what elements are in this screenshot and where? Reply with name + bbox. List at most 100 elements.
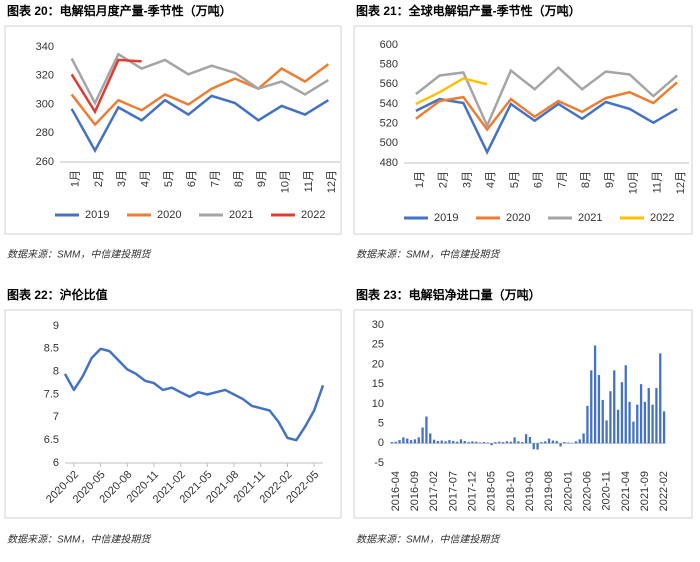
series-line <box>415 81 678 132</box>
bar <box>620 382 624 444</box>
x-tick-label: 2021-09 <box>639 471 651 511</box>
legend-label: 2020 <box>506 212 530 224</box>
y-tick-label: 540 <box>380 98 398 110</box>
chart-title: 图表 23：电解铝净进口量（万吨） <box>356 287 541 302</box>
bar <box>574 441 578 444</box>
bar <box>613 370 616 444</box>
bar <box>478 442 482 444</box>
x-tick-label: 2018-05 <box>486 471 498 511</box>
x-tick-label: 5月 <box>509 171 521 188</box>
x-tick-label: 2020-11 <box>601 471 613 511</box>
bar <box>444 441 447 444</box>
x-tick-label: 2020-06 <box>581 471 593 511</box>
y-tick-label: 8 <box>53 366 59 378</box>
x-tick-label: 2月 <box>438 171 450 188</box>
bar <box>394 441 397 444</box>
bar <box>659 353 662 444</box>
bar <box>482 442 486 444</box>
y-tick-label: 500 <box>380 137 398 149</box>
bar <box>505 441 509 444</box>
y-tick-label: 5 <box>378 417 384 429</box>
bar <box>402 437 405 444</box>
bar <box>578 439 581 444</box>
x-tick-label: 7月 <box>210 170 222 187</box>
x-tick-label: 3月 <box>116 170 128 187</box>
panel-frame <box>353 309 693 519</box>
panel-frame <box>4 25 342 235</box>
x-tick-label: 2017-07 <box>447 471 459 511</box>
panel-frame <box>353 25 693 235</box>
y-tick-label: 560 <box>380 78 398 90</box>
y-tick-label: 7.5 <box>44 388 59 400</box>
x-tick-label: 1月 <box>414 171 426 188</box>
x-tick-label: 2016-04 <box>390 471 402 511</box>
bar <box>567 442 570 444</box>
bar <box>409 440 413 444</box>
x-tick-label: 6月 <box>533 171 545 188</box>
x-tick-label: 4月 <box>485 171 497 188</box>
x-tick-label: 8月 <box>233 170 245 187</box>
bar <box>475 441 478 444</box>
y-tick-label: 340 <box>36 41 54 53</box>
x-tick-label: 2022-02 <box>658 471 670 511</box>
bar <box>498 441 501 444</box>
bar <box>616 409 620 444</box>
series-line <box>415 77 488 106</box>
bar <box>544 441 547 444</box>
bar <box>605 420 608 444</box>
bar <box>651 404 654 444</box>
bar <box>636 404 639 444</box>
y-tick-label: 25 <box>372 339 384 351</box>
bar <box>390 442 394 444</box>
y-tick-label: 30 <box>372 319 384 331</box>
y-tick-label: 15 <box>372 378 384 390</box>
legend-label: 2022 <box>301 209 325 221</box>
bar <box>440 440 443 444</box>
bar <box>436 440 440 444</box>
x-tick-label: 10月 <box>280 170 292 193</box>
legend-label: 2022 <box>650 212 674 224</box>
x-tick-label: 2020-01 <box>562 471 574 511</box>
bar <box>459 439 463 444</box>
bar <box>513 437 516 444</box>
legend-label: 2021 <box>229 209 253 221</box>
x-tick-label: 6月 <box>186 170 198 187</box>
bar <box>501 442 505 444</box>
bar <box>429 433 432 444</box>
x-tick-label: 2019-03 <box>524 471 536 511</box>
series-line <box>415 65 678 129</box>
y-tick-label: 580 <box>380 59 398 71</box>
x-tick-label: 4月 <box>140 170 152 187</box>
bar <box>547 438 551 444</box>
bar <box>467 442 470 444</box>
bar <box>563 442 566 444</box>
series-line <box>415 97 678 156</box>
bar <box>647 388 650 444</box>
x-tick-label: 2月 <box>93 170 105 187</box>
bar <box>609 391 612 444</box>
x-tick-label: 5月 <box>163 170 175 187</box>
y-tick-label: 600 <box>380 39 398 51</box>
chart-title: 图表 22：沪伦比值 <box>7 287 108 302</box>
bar <box>417 437 420 444</box>
bar <box>521 442 524 444</box>
bar <box>643 401 647 444</box>
y-tick-label: 20 <box>372 358 384 370</box>
x-tick-label: 2016-09 <box>409 471 421 511</box>
y-tick-label: 8.5 <box>44 343 59 355</box>
bar <box>413 439 417 444</box>
series-line <box>70 94 329 154</box>
y-tick-label: 10 <box>372 398 384 410</box>
y-tick-label: 7 <box>53 411 59 423</box>
bar <box>528 436 532 444</box>
x-tick-label: 1月 <box>70 170 82 187</box>
bar <box>471 441 474 444</box>
x-tick-label: 9月 <box>604 171 616 188</box>
bar <box>490 443 493 446</box>
source-note: 数据来源：SMM，中信建投期货 <box>356 534 501 546</box>
x-tick-label: 8月 <box>580 171 592 188</box>
bar <box>494 442 497 444</box>
bar <box>628 401 631 444</box>
bar <box>509 441 512 444</box>
